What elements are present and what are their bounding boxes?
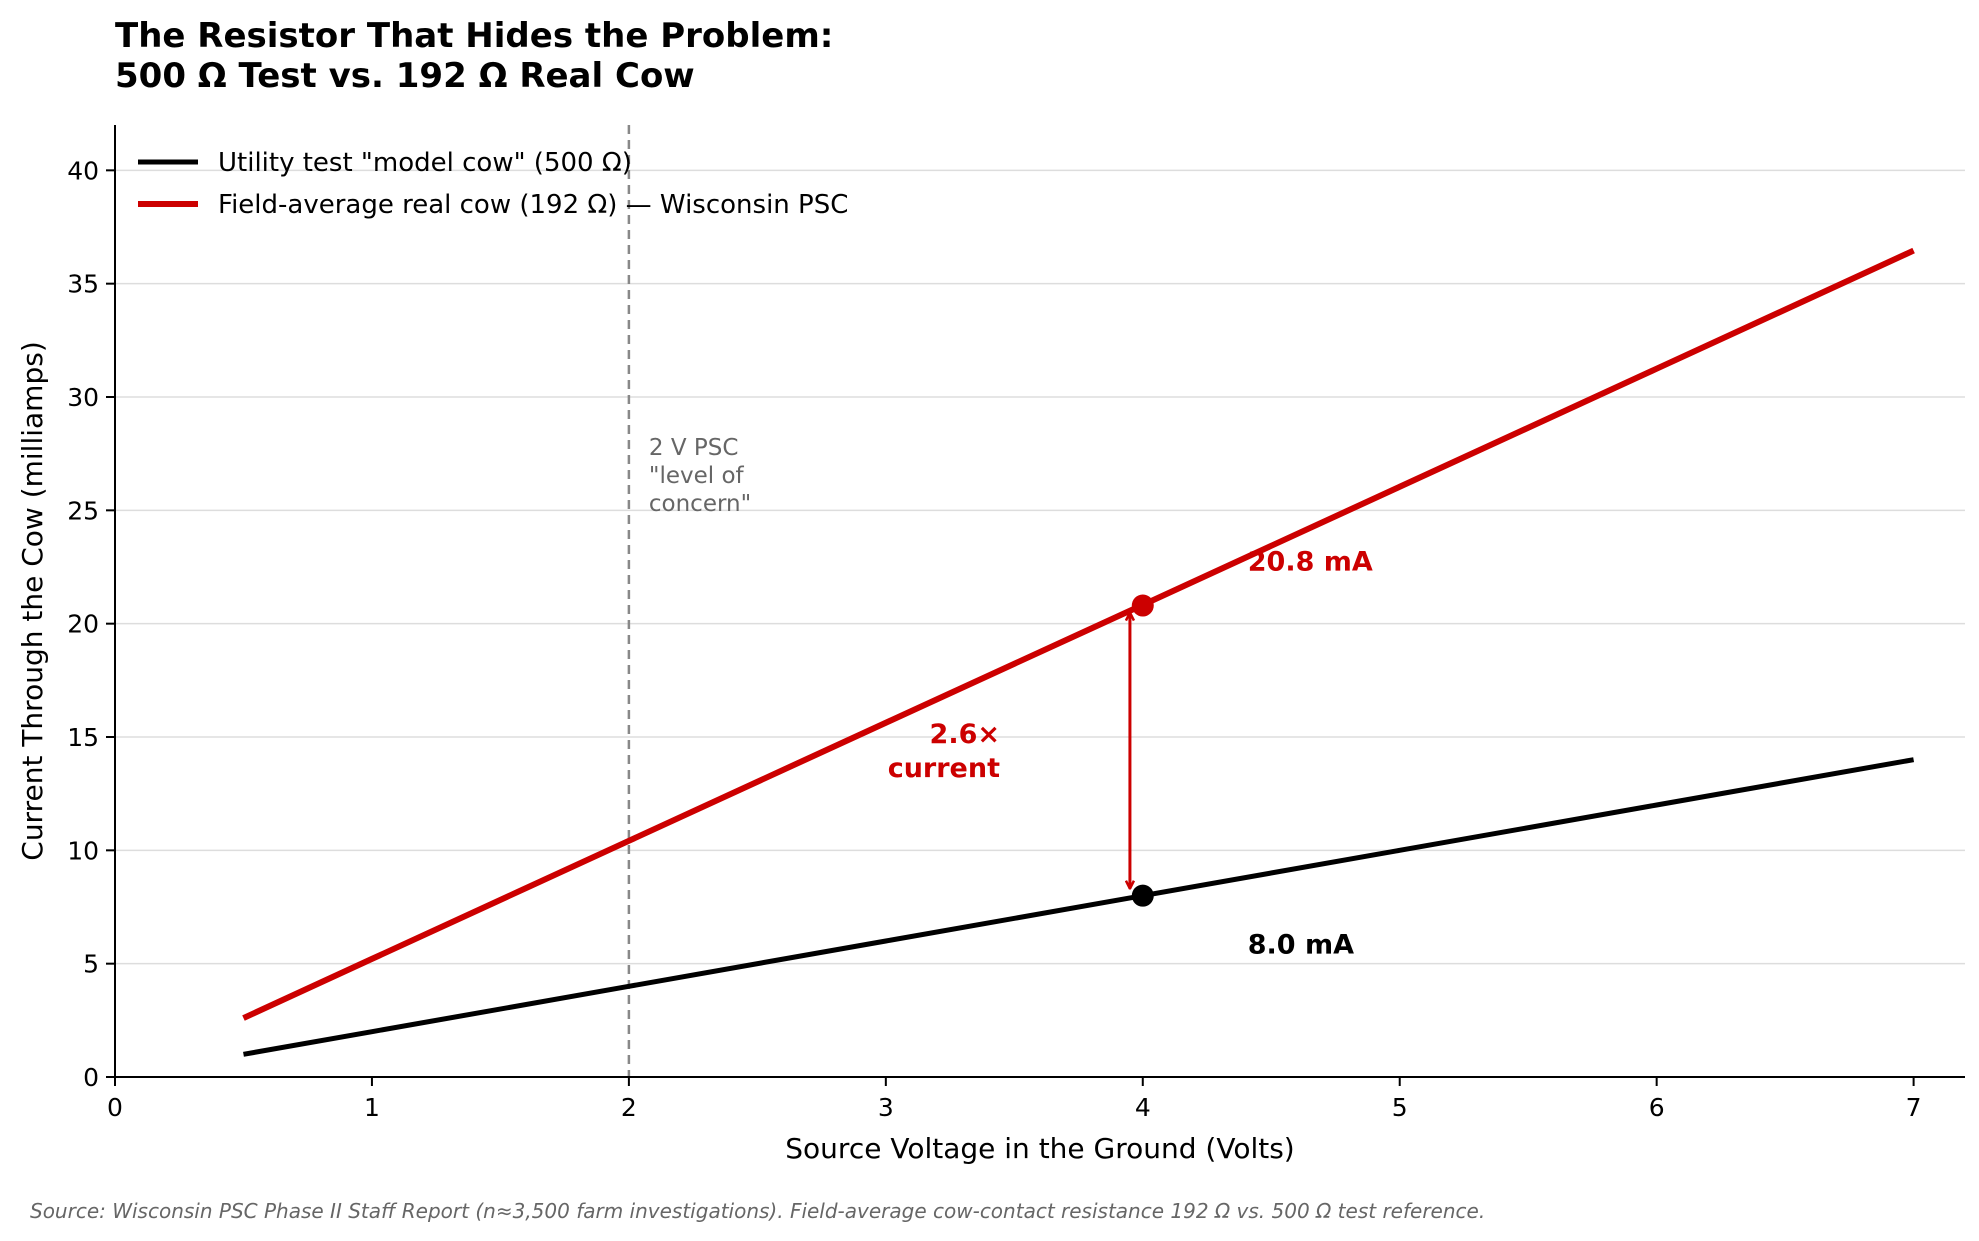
chart-title-line-1: The Resistor That Hides the Problem: bbox=[115, 16, 833, 56]
chart-title-line-2: 500 Ω Test vs. 192 Ω Real Cow bbox=[115, 56, 695, 96]
x-tick-label-4: 4 bbox=[1135, 1093, 1151, 1122]
x-ticks: 0 1 2 3 4 5 6 7 bbox=[107, 1077, 1922, 1122]
axis-layer: 0 1 2 3 4 5 6 7 0 5 10 15 20 25 30 35 40 Source Voltage… bbox=[16, 125, 1965, 1165]
legend-entry-0: Utility test "model cow" (500 Ω) bbox=[218, 148, 632, 178]
y-axis-label: Current Through the Cow (milliamps) bbox=[16, 341, 49, 860]
highlight-point-1 bbox=[1131, 884, 1154, 907]
y-tick-label-0: 0 bbox=[83, 1063, 99, 1092]
grid-layer bbox=[115, 169, 1965, 965]
y-tick-label-35: 35 bbox=[67, 270, 99, 299]
reference-layer: 2 V PSC "level of concern" bbox=[627, 125, 751, 1077]
x-tick-label-5: 5 bbox=[1392, 1093, 1408, 1122]
y-ticks: 0 5 10 15 20 25 30 35 40 bbox=[67, 156, 115, 1092]
reference-line-label: 2 V PSC "level of concern" bbox=[649, 435, 751, 517]
y-tick-label-10: 10 bbox=[67, 836, 99, 865]
x-tick-label-3: 3 bbox=[878, 1093, 894, 1122]
highlight-point-label-1: 8.0 mA bbox=[1248, 930, 1354, 961]
y-tick-label-40: 40 bbox=[67, 156, 99, 185]
highlight-point-label-0: 20.8 mA bbox=[1248, 547, 1373, 578]
x-tick-label-0: 0 bbox=[107, 1093, 123, 1122]
y-tick-label-25: 25 bbox=[67, 496, 99, 525]
reference-label-line-1: "level of bbox=[649, 463, 745, 489]
reference-label-line-0: 2 V PSC bbox=[649, 435, 739, 461]
x-axis-label: Source Voltage in the Ground (Volts) bbox=[785, 1132, 1294, 1165]
y-tick-label-5: 5 bbox=[83, 950, 99, 979]
legend-entry-1: Field-average real cow (192 Ω) — Wiscons… bbox=[218, 190, 848, 220]
legend: Utility test "model cow" (500 Ω) Field-av… bbox=[138, 148, 848, 220]
ratio-label: 2.6× current bbox=[888, 719, 1000, 784]
series-line-1 bbox=[242, 247, 1915, 1021]
highlight-point-0 bbox=[1131, 594, 1154, 617]
x-tick-label-1: 1 bbox=[364, 1093, 380, 1122]
annotation-layer: 2.6× current 20.8 mA 8.0 mA bbox=[888, 547, 1373, 961]
x-tick-label-2: 2 bbox=[621, 1093, 637, 1122]
source-note: Source: Wisconsin PSC Phase II Staff Rep… bbox=[30, 1199, 1485, 1223]
ratio-label-line-1: current bbox=[888, 753, 1000, 784]
series-layer bbox=[242, 247, 1915, 1057]
x-tick-label-6: 6 bbox=[1649, 1093, 1665, 1122]
series-line-0 bbox=[243, 757, 1915, 1057]
reference-label-line-2: concern" bbox=[649, 491, 751, 517]
ratio-label-line-0: 2.6× bbox=[930, 719, 1000, 750]
y-tick-label-20: 20 bbox=[67, 610, 99, 639]
y-tick-label-30: 30 bbox=[67, 383, 99, 412]
y-tick-label-15: 15 bbox=[67, 723, 99, 752]
x-tick-label-7: 7 bbox=[1906, 1093, 1922, 1122]
